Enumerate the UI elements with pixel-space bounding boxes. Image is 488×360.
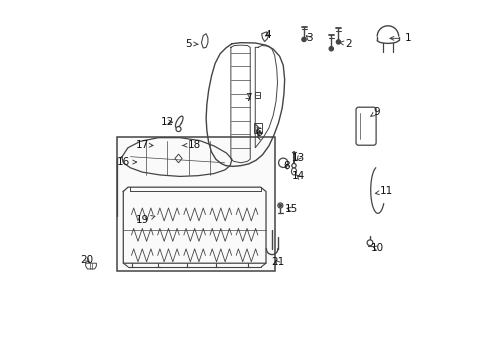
- Circle shape: [256, 130, 259, 133]
- Bar: [254, 123, 262, 133]
- Text: 16: 16: [117, 157, 136, 167]
- Polygon shape: [85, 263, 96, 269]
- Text: 3: 3: [305, 33, 312, 43]
- FancyBboxPatch shape: [355, 107, 375, 145]
- Text: 10: 10: [370, 243, 383, 253]
- Polygon shape: [175, 154, 182, 163]
- Text: 5: 5: [185, 39, 198, 49]
- Text: 8: 8: [283, 161, 289, 171]
- Circle shape: [328, 46, 333, 51]
- Text: 11: 11: [375, 186, 392, 197]
- Text: 13: 13: [291, 153, 305, 163]
- Circle shape: [291, 163, 296, 168]
- Text: 1: 1: [389, 33, 410, 43]
- Circle shape: [278, 158, 287, 167]
- Bar: [117, 137, 274, 271]
- Text: 18: 18: [182, 140, 201, 150]
- Circle shape: [301, 37, 305, 41]
- Text: 4: 4: [264, 30, 270, 40]
- Text: 17: 17: [135, 140, 153, 150]
- Text: 15: 15: [284, 204, 297, 215]
- Circle shape: [277, 203, 282, 208]
- Text: 9: 9: [370, 107, 380, 117]
- Circle shape: [366, 240, 372, 246]
- Text: 21: 21: [270, 257, 284, 267]
- Text: 12: 12: [161, 117, 174, 127]
- Text: 6: 6: [255, 129, 262, 138]
- Circle shape: [279, 204, 281, 207]
- Text: 2: 2: [339, 39, 351, 49]
- Text: 14: 14: [291, 171, 305, 181]
- Polygon shape: [201, 34, 207, 48]
- Text: 20: 20: [80, 255, 93, 265]
- Circle shape: [336, 40, 340, 44]
- Text: 7: 7: [244, 93, 251, 103]
- Bar: [254, 92, 260, 98]
- Text: 19: 19: [135, 215, 155, 225]
- Polygon shape: [261, 32, 268, 41]
- Circle shape: [176, 127, 181, 132]
